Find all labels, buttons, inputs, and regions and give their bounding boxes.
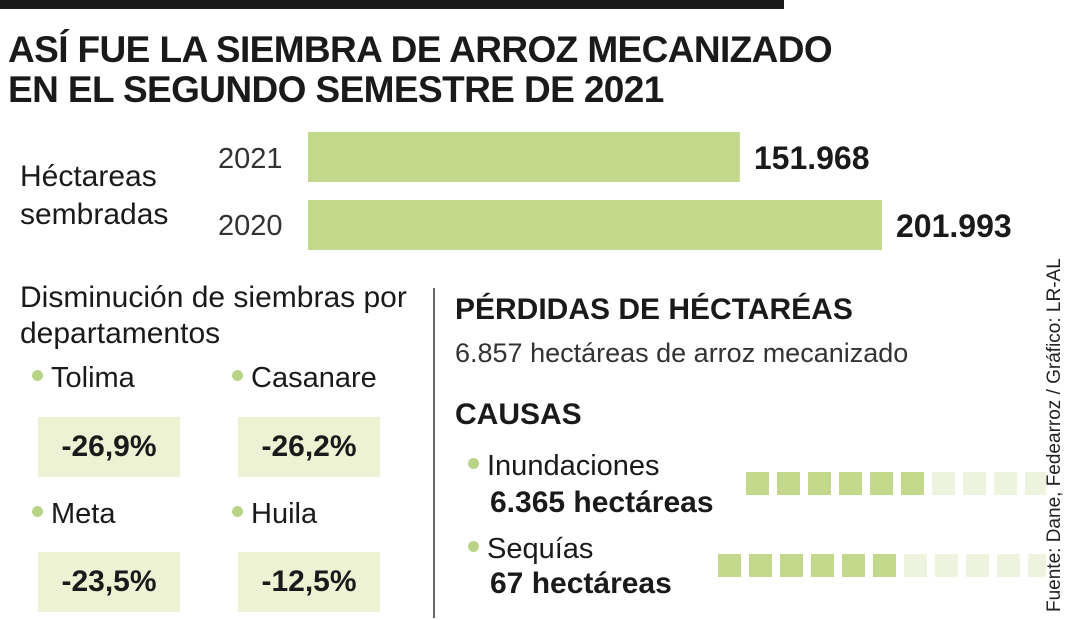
indicator-square-empty (994, 472, 1017, 495)
cause-name-floods: Inundaciones (468, 450, 660, 483)
dept-name-huila: Huila (232, 498, 317, 531)
dept-name-tolima: Tolima (32, 362, 135, 395)
cause-value-droughts: 67 hectáreas (490, 567, 672, 600)
indicator-square-filled (718, 554, 741, 577)
indicator-square-empty (963, 472, 986, 495)
indicator-square-empty (966, 554, 989, 577)
dept-change-casanare: -26,2% (238, 417, 380, 477)
bar-value-2021: 151.968 (753, 140, 870, 176)
top-rule (0, 0, 784, 9)
indicator-square-empty (997, 554, 1020, 577)
losses-heading: PÉRDIDAS DE HÉCTARÉAS (455, 293, 853, 326)
indicator-square-filled (873, 554, 896, 577)
dept-label: Casanare (251, 362, 377, 394)
indicator-square-filled (749, 554, 772, 577)
dept-change-meta: -23,5% (38, 552, 180, 612)
source-credit: Fuente: Dane, Fedearroz / Gráfico: LR-AL (1044, 258, 1065, 612)
bullet-dot (232, 505, 243, 517)
dept-name-casanare: Casanare (232, 362, 377, 395)
bullet-dot (232, 369, 243, 381)
bullet-dot (32, 505, 43, 517)
indicator-square-empty (1028, 554, 1046, 577)
indicator-square-filled (746, 472, 769, 495)
indicator-square-filled (839, 472, 862, 495)
section-divider (433, 288, 435, 618)
title-line-1: ASÍ FUE LA SIEMBRA DE ARROZ MECANIZADO (8, 29, 833, 70)
dept-name-meta: Meta (32, 498, 115, 531)
causes-square-indicators (718, 472, 1046, 577)
bullet-dot (32, 369, 43, 381)
bar-2020 (308, 200, 882, 250)
departments-heading: Disminución de siembras por departamento… (20, 281, 407, 350)
indicator-square-filled (808, 472, 831, 495)
indicator-square-empty (1025, 472, 1046, 495)
dept-label: Meta (51, 498, 116, 530)
dept-change-tolima: -26,9% (38, 417, 180, 477)
hectares-label: Héctareas sembradas (20, 160, 169, 231)
indicator-square-filled (842, 554, 865, 577)
indicator-square-empty (935, 554, 958, 577)
dept-label: Huila (251, 498, 318, 530)
indicator-square-filled (901, 472, 924, 495)
bar-2021 (308, 132, 740, 182)
year-label-2020: 2020 (218, 210, 283, 242)
causes-heading: CAUSAS (455, 398, 582, 431)
indicator-square-empty (932, 472, 955, 495)
dept-change-huila: -12,5% (238, 552, 380, 612)
bar-value-2020: 201.993 (896, 208, 1012, 244)
cause-label: Sequías (487, 533, 594, 565)
cause-value-floods: 6.365 hectáreas (490, 486, 714, 519)
cause-name-droughts: Sequías (468, 533, 593, 566)
cause-label: Inundaciones (487, 450, 660, 482)
hectares-bar-chart (308, 132, 882, 250)
title-line-2: EN EL SEGUNDO SEMESTRE DE 2021 (8, 69, 664, 110)
indicator-square-filled (780, 554, 803, 577)
losses-subtitle: 6.857 hectáreas de arroz mecanizado (455, 338, 909, 368)
dept-label: Tolima (51, 362, 135, 394)
indicator-square-filled (777, 472, 800, 495)
year-label-2021: 2021 (218, 143, 283, 175)
indicator-square-filled (811, 554, 834, 577)
bullet-dot (468, 540, 479, 552)
indicator-square-empty (904, 554, 927, 577)
bullet-dot (468, 457, 479, 469)
indicator-square-filled (870, 472, 893, 495)
